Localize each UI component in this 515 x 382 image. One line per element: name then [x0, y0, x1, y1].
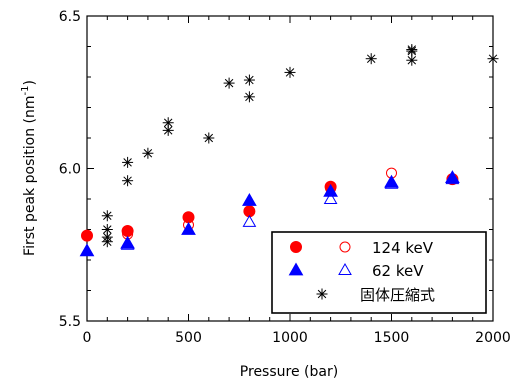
legend-marker-filled-circle	[290, 241, 302, 253]
data-point-open-triangle	[181, 222, 196, 235]
asterisk-stroke	[245, 75, 254, 85]
data-point-asterisk	[142, 147, 154, 159]
asterisk-stroke	[204, 133, 214, 143]
x-tick-label: 500	[175, 330, 202, 346]
data-points	[79, 44, 499, 257]
data-point-asterisk	[284, 66, 296, 78]
x-tick-label: 2000	[475, 330, 511, 346]
y-tick-label: 6.5	[59, 9, 81, 25]
x-tick-label: 1000	[272, 330, 308, 346]
asterisk-stroke	[123, 176, 132, 185]
data-point-asterisk	[243, 74, 255, 86]
y-tick-label: 6.0	[59, 162, 81, 178]
data-point-asterisk	[122, 156, 134, 168]
legend-marker-open-triangle	[338, 262, 352, 275]
data-point-open-triangle	[384, 176, 399, 189]
asterisk-stroke	[123, 158, 132, 167]
data-point-asterisk	[487, 53, 499, 65]
asterisk-stroke	[163, 126, 173, 135]
asterisk-stroke	[317, 289, 327, 299]
asterisk-stroke	[285, 68, 295, 77]
y-axis-label-superscript: -1	[20, 86, 31, 96]
data-point-open-triangle	[242, 214, 257, 227]
data-point-asterisk	[406, 54, 418, 66]
legend-label-62kev: 62 keV	[372, 262, 424, 280]
data-point-asterisk	[162, 124, 174, 136]
x-tick-label: 1500	[374, 330, 410, 346]
axis-ticks	[86, 15, 494, 322]
legend: 124 keV 62 keV 固体圧縮式	[271, 231, 487, 314]
asterisk-stroke	[245, 92, 254, 102]
data-point-asterisk	[223, 77, 235, 89]
asterisk-stroke	[163, 118, 173, 127]
data-point-asterisk	[243, 91, 255, 103]
data-point-filled-triangle	[79, 243, 95, 257]
y-axis-label: First peak position (nm-1)	[20, 80, 38, 256]
legend-marker-filled-triangle	[288, 262, 304, 276]
asterisk-stroke	[103, 237, 112, 246]
asterisk-stroke	[103, 225, 112, 234]
asterisk-stroke	[366, 54, 376, 63]
legend-label-124kev: 124 keV	[372, 239, 434, 257]
asterisk-stroke	[224, 78, 234, 88]
asterisk-stroke	[488, 54, 498, 63]
legend-marker-asterisk	[316, 288, 328, 300]
asterisk-stroke	[103, 211, 112, 221]
y-tick-label: 5.5	[59, 314, 81, 330]
data-point-filled-triangle	[242, 193, 257, 206]
asterisk-stroke	[407, 55, 417, 65]
data-point-asterisk	[101, 236, 113, 248]
x-tick-label: 0	[83, 330, 92, 346]
data-point-asterisk	[122, 175, 134, 187]
data-point-asterisk	[101, 210, 113, 222]
data-point-open-triangle	[120, 237, 135, 250]
data-point-open-triangle	[323, 191, 338, 204]
data-point-asterisk	[365, 53, 377, 65]
y-axis-label-close: )	[22, 80, 38, 85]
tick-labels: 0 500 1000 1500 2000 5.5 6.0 6.5	[59, 9, 511, 346]
data-point-open-triangle	[445, 172, 460, 185]
legend-label-solid-compression: 固体圧縮式	[360, 286, 435, 304]
data-point-filled-circle	[81, 229, 93, 242]
legend-marker-open-circle	[339, 241, 351, 253]
x-axis-label: Pressure (bar)	[240, 364, 338, 380]
data-point-asterisk	[203, 132, 215, 144]
data-point-filled-triangle	[323, 183, 338, 197]
legend-box	[271, 231, 487, 314]
asterisk-stroke	[407, 46, 417, 56]
asterisk-stroke	[143, 149, 153, 158]
